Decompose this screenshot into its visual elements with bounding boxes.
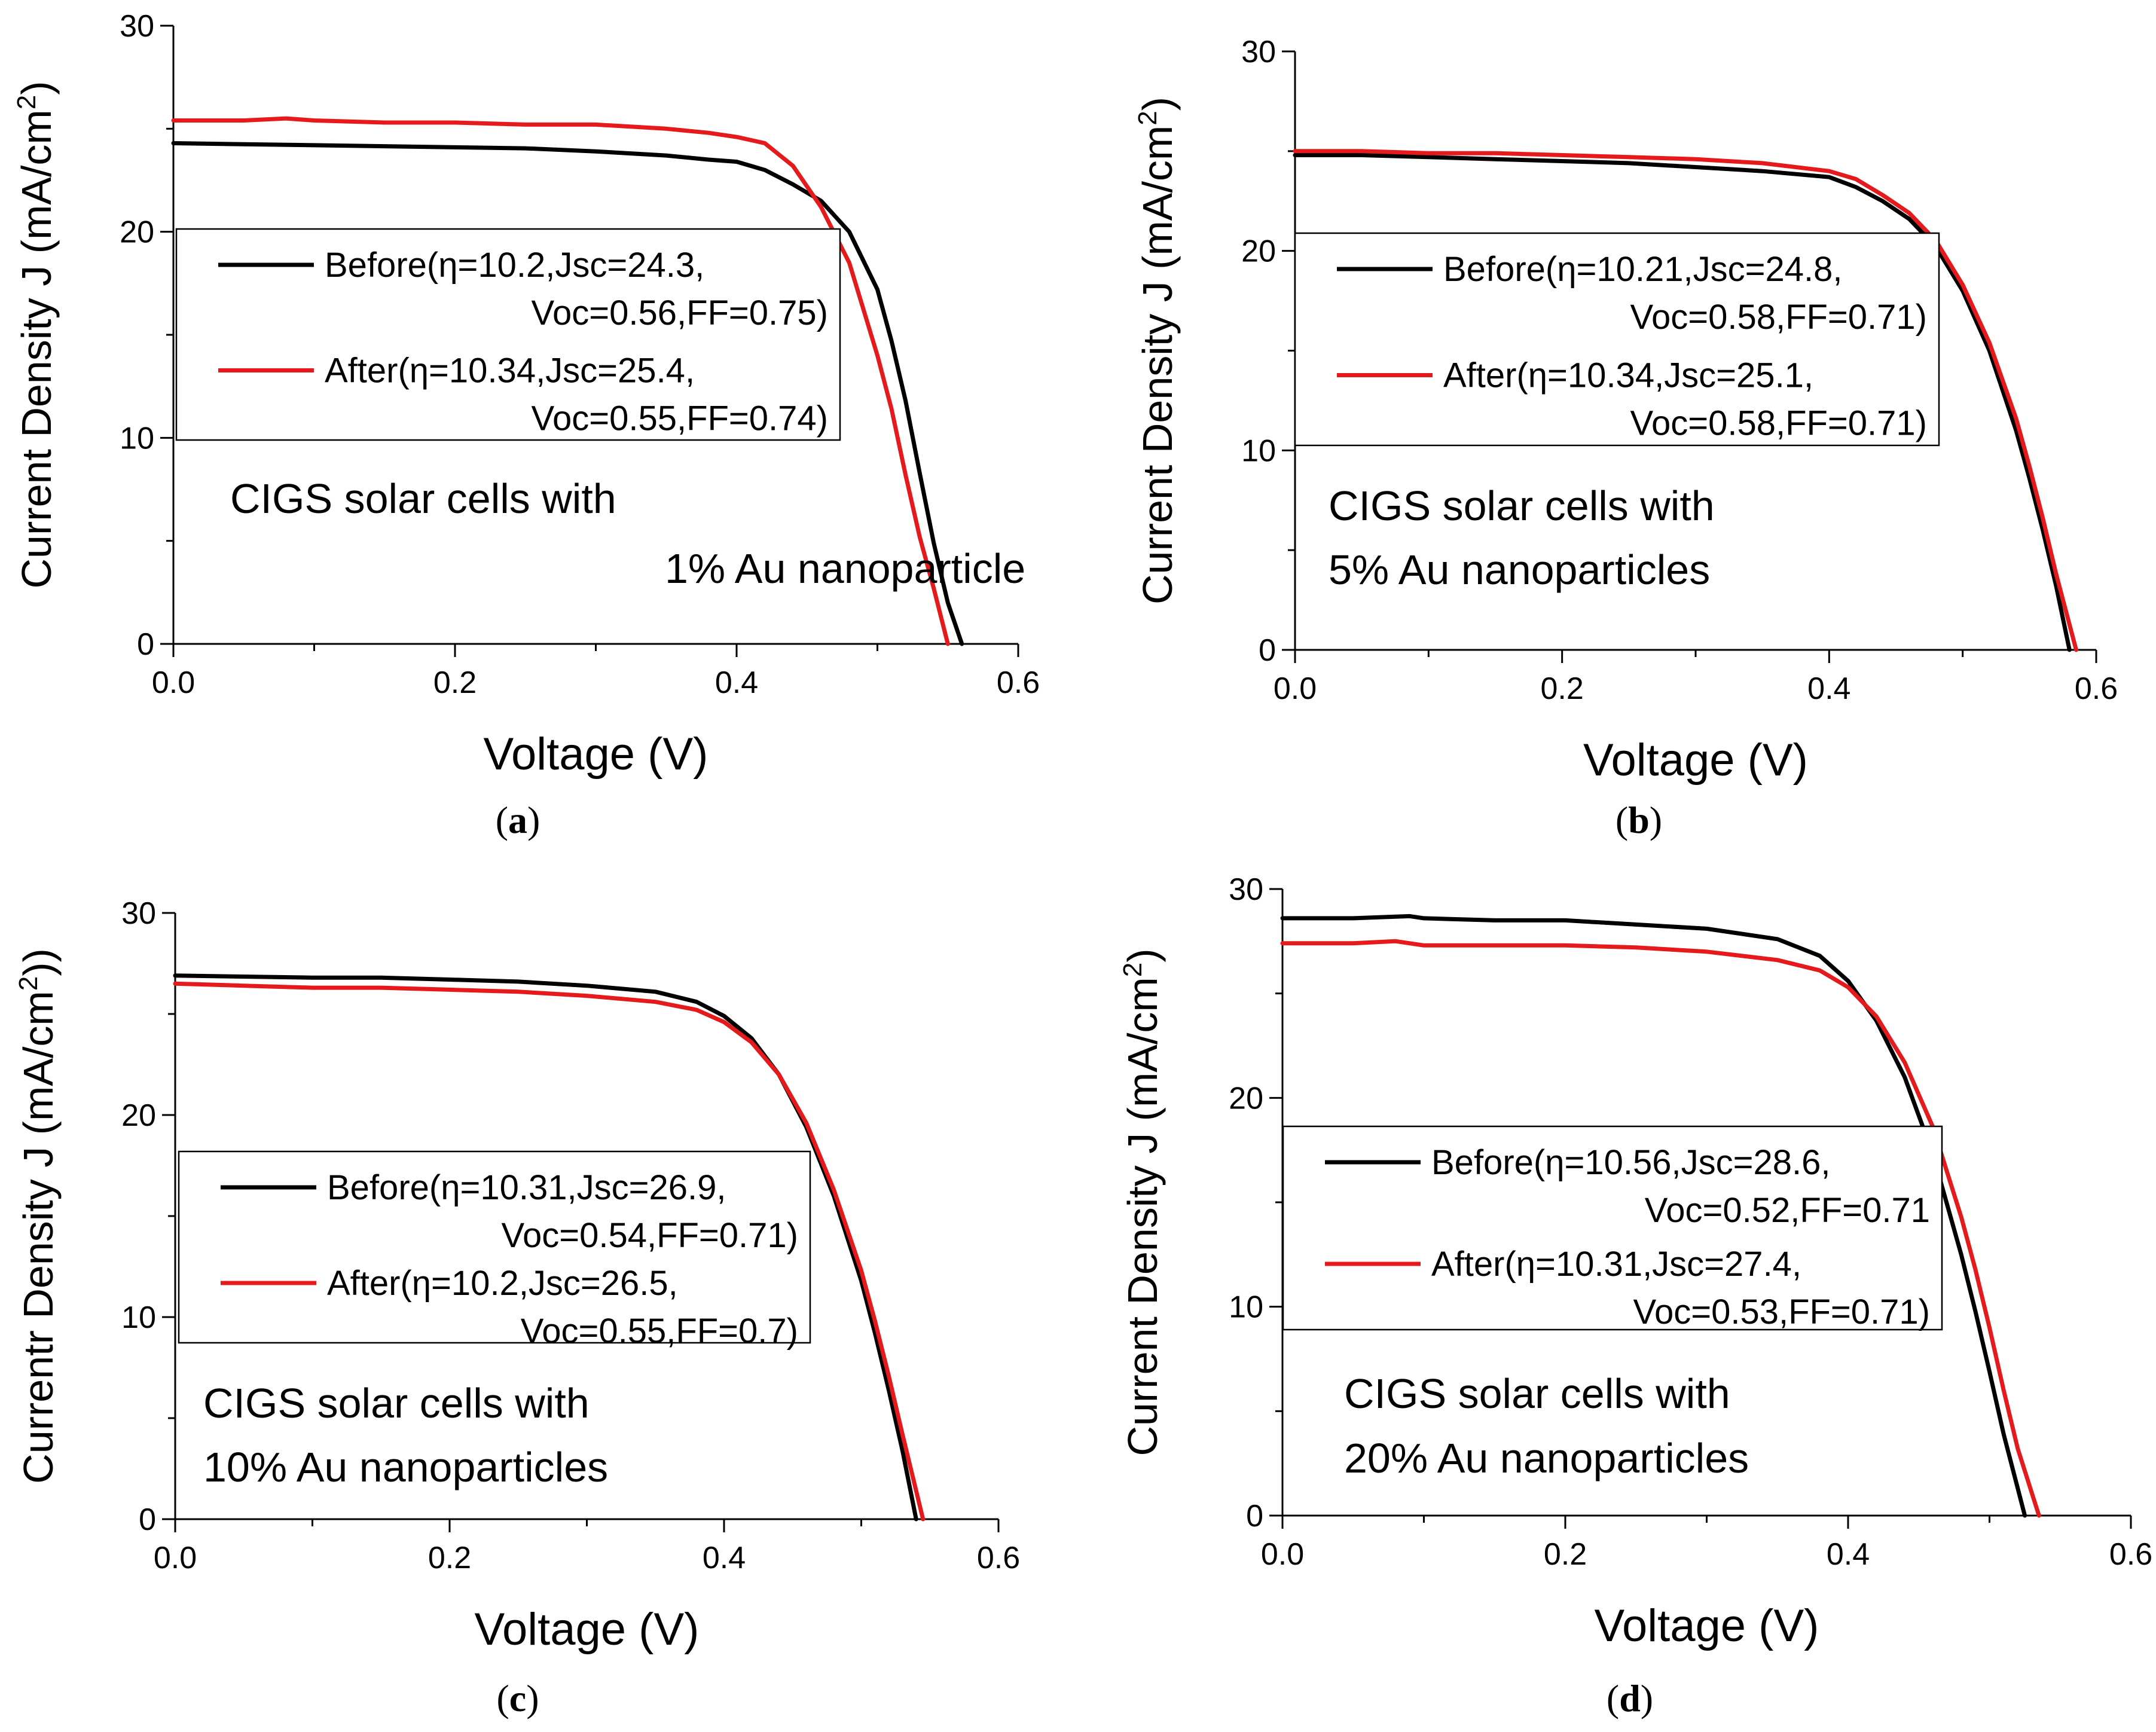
x-tick-label: 0.6 xyxy=(2075,671,2118,706)
series-line-before xyxy=(173,973,918,1522)
legend-label-line2: Voc=0.54,FF=0.71) xyxy=(501,1216,798,1255)
panel-annotation: CIGS solar cells with xyxy=(230,475,616,522)
panel-annotation: 20% Au nanoparticles xyxy=(1344,1435,1749,1481)
panel-caption: (c) xyxy=(496,1677,539,1719)
panel-annotation: CIGS solar cells with xyxy=(203,1380,590,1426)
x-tick-label: 0.2 xyxy=(1544,1537,1587,1572)
panel-caption: (b) xyxy=(1616,799,1662,841)
y-tick-label: 30 xyxy=(1241,35,1276,69)
panel-annotation: CIGS solar cells with xyxy=(1329,482,1715,529)
y-tick-label: 10 xyxy=(1241,433,1276,468)
x-tick-label: 0.6 xyxy=(977,1541,1020,1575)
legend-label-line2: Voc=0.55,FF=0.7) xyxy=(521,1312,798,1351)
x-axis-label: Voltage (V) xyxy=(1583,735,1808,786)
y-tick-label: 10 xyxy=(121,1300,156,1335)
y-tick-label: 10 xyxy=(1229,1290,1263,1325)
chart-panel-b: 0.0 0.2 0.4 0.6 0 10 20 30 Voltage (V) Current De… xyxy=(1133,35,2118,841)
legend-label-line2: Voc=0.55,FF=0.74) xyxy=(531,399,828,438)
y-tick-label: 10 xyxy=(120,421,154,456)
x-axis-label: Voltage (V) xyxy=(1595,1600,1819,1651)
x-tick-label: 0.0 xyxy=(1274,671,1317,706)
legend-label: Before(η=10.21,Jsc=24.8, xyxy=(1443,250,1842,289)
panel-annotation: 1% Au nanoparticle xyxy=(665,545,1025,592)
y-tick-label: 20 xyxy=(120,215,154,250)
panel-annotation: CIGS solar cells with xyxy=(1344,1370,1730,1417)
panel-annotation: 10% Au nanoparticles xyxy=(203,1444,608,1490)
panel-annotation: 5% Au nanoparticles xyxy=(1329,546,1710,593)
y-tick-label: 30 xyxy=(121,896,156,931)
x-tick-label: 0.2 xyxy=(433,665,477,700)
x-tick-label: 0.4 xyxy=(1807,671,1850,706)
x-axis-label: Voltage (V) xyxy=(475,1604,700,1655)
chart-panel-d: 0.0 0.2 0.4 0.6 0 10 20 30 Voltage (V) Current De… xyxy=(1118,872,2152,1719)
panel-caption: (d) xyxy=(1607,1677,1653,1719)
x-tick-label: 0.0 xyxy=(1261,1537,1304,1572)
x-tick-label: 0.4 xyxy=(703,1541,746,1575)
y-axis-label: Current Density J (mA/cm2) xyxy=(1133,97,1181,604)
y-axis-label: Current Density J (mA/cm2) xyxy=(1118,948,1166,1456)
series-line-before xyxy=(1293,153,2072,652)
series-line-before xyxy=(171,141,964,646)
series-line-after xyxy=(1280,939,2041,1518)
legend-label: After(η=10.2,Jsc=26.5, xyxy=(327,1264,678,1303)
x-tick-label: 0.4 xyxy=(715,665,758,700)
y-tick-label: 20 xyxy=(1241,234,1276,269)
legend-label-line2: Voc=0.52,FF=0.71 xyxy=(1645,1191,1930,1230)
chart-panel-c: 0.0 0.2 0.4 0.6 0 10 20 30 Voltage (V) Currentr D… xyxy=(14,896,1020,1719)
y-tick-label: 20 xyxy=(1229,1081,1263,1116)
x-tick-label: 0.6 xyxy=(2109,1537,2152,1572)
legend-label-line2: Voc=0.58,FF=0.71) xyxy=(1630,298,1927,337)
chart-panel-a: 0.0 0.2 0.4 0.6 0 10 20 30 Voltage (V) Current De… xyxy=(12,9,1040,841)
y-tick-label: 0 xyxy=(137,627,154,662)
series-line-before xyxy=(1280,914,2027,1518)
legend-label-line2: Voc=0.58,FF=0.71) xyxy=(1630,404,1927,443)
y-tick-label: 0 xyxy=(1259,633,1276,668)
series-line-after xyxy=(173,981,926,1522)
legend-label: After(η=10.34,Jsc=25.4, xyxy=(325,352,695,390)
y-tick-label: 30 xyxy=(120,9,154,44)
x-tick-label: 0.6 xyxy=(997,665,1040,700)
y-axis-label: Currentr Density J (mA/cm2)) xyxy=(14,948,62,1484)
y-axis-label: Current Density J (mA/cm2) xyxy=(12,81,60,588)
y-tick-label: 30 xyxy=(1229,872,1263,907)
x-tick-label: 0.0 xyxy=(154,1541,197,1575)
y-tick-label: 0 xyxy=(1246,1499,1263,1534)
y-tick-label: 0 xyxy=(139,1502,156,1537)
x-tick-label: 0.4 xyxy=(1827,1537,1870,1572)
legend-label: Before(η=10.2,Jsc=24.3, xyxy=(325,246,704,285)
legend-box xyxy=(178,1150,811,1344)
legend-label: After(η=10.31,Jsc=27.4, xyxy=(1431,1245,1801,1284)
x-tick-label: 0.2 xyxy=(1541,671,1584,706)
x-tick-label: 0.2 xyxy=(428,1541,471,1575)
legend-label-line2: Voc=0.56,FF=0.75) xyxy=(531,294,828,332)
y-tick-label: 20 xyxy=(121,1098,156,1133)
x-axis-label: Voltage (V) xyxy=(484,729,709,780)
x-tick-label: 0.0 xyxy=(152,665,195,700)
panel-caption: (a) xyxy=(496,799,540,841)
legend-label: Before(η=10.31,Jsc=26.9, xyxy=(327,1168,726,1207)
series-line-after xyxy=(1293,149,2078,652)
legend-label: Before(η=10.56,Jsc=28.6, xyxy=(1431,1143,1830,1182)
legend-label-line2: Voc=0.53,FF=0.71) xyxy=(1633,1293,1930,1331)
series-line-after xyxy=(171,116,950,646)
legend-label: After(η=10.34,Jsc=25.1, xyxy=(1443,356,1813,395)
